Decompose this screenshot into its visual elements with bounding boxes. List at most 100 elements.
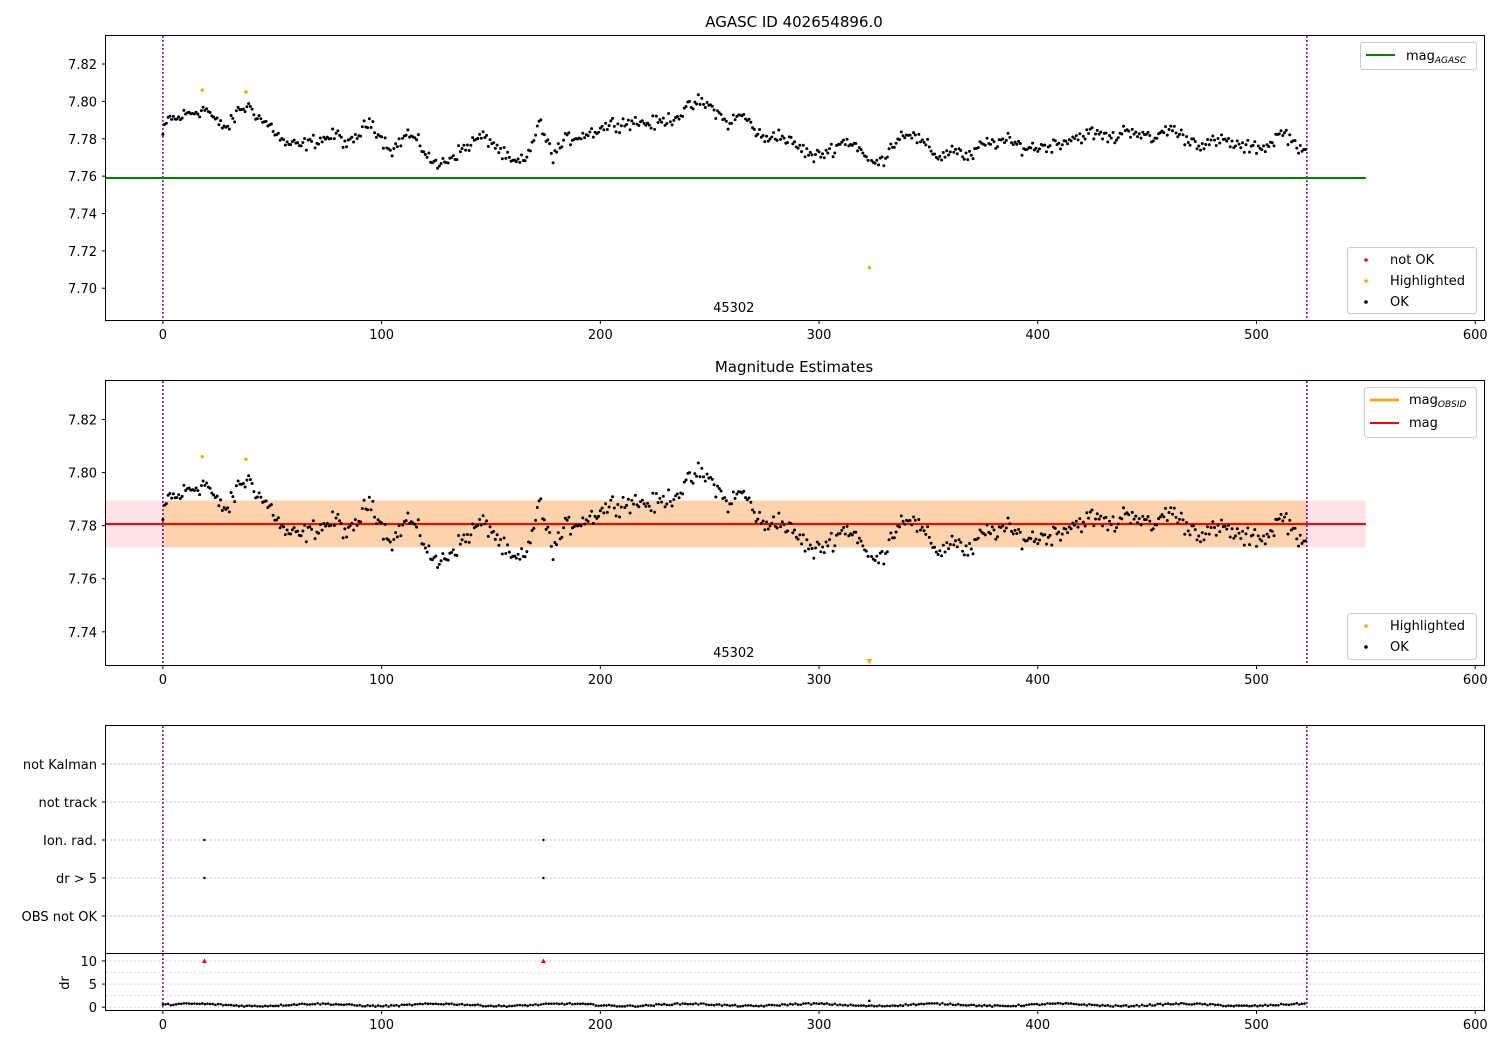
dr-point <box>1240 1004 1243 1007</box>
dr-point <box>757 1004 760 1008</box>
data-point-ok <box>866 158 870 162</box>
dr-point <box>980 1004 984 1008</box>
data-point-ok <box>1242 150 1246 154</box>
data-point-highlighted <box>244 90 248 94</box>
data-point-ok <box>1083 524 1087 528</box>
data-point-ok <box>733 496 737 500</box>
data-point-ok <box>1263 542 1267 546</box>
legend-label-obsid: magOBSID <box>1409 393 1467 410</box>
dr-point <box>1080 1003 1083 1006</box>
dr-point <box>718 1003 721 1006</box>
data-point-ok <box>910 136 914 140</box>
dr-point <box>1111 1005 1115 1008</box>
data-point-ok <box>423 153 427 157</box>
data-point-ok <box>171 114 175 118</box>
dr-point <box>502 1004 506 1008</box>
dr-point <box>857 1004 860 1007</box>
data-point-ok <box>289 143 293 147</box>
data-point-ok <box>427 151 431 155</box>
data-point-ok <box>507 550 511 554</box>
data-point-ok <box>917 517 921 521</box>
data-point-ok <box>355 523 359 527</box>
dr-point <box>951 1003 955 1007</box>
data-point-ok <box>339 521 343 525</box>
data-point-ok <box>791 531 795 535</box>
data-point-ok <box>180 116 184 120</box>
data-point-ok <box>219 119 223 123</box>
data-point-ok <box>1094 517 1098 521</box>
plot-area <box>106 726 1484 953</box>
dr-point <box>620 1005 624 1008</box>
data-point-ok <box>220 126 224 130</box>
data-point-ok <box>675 492 679 496</box>
data-point-ok <box>500 552 504 556</box>
data-point-ok <box>311 133 315 137</box>
data-point-ok <box>763 140 767 144</box>
dr-point <box>434 1002 438 1006</box>
data-point-ok <box>915 141 919 145</box>
dr-point <box>1048 1002 1052 1005</box>
x-tick-label: 100 <box>369 1018 394 1033</box>
axes-frame <box>105 35 1485 321</box>
data-point-ok <box>544 527 548 531</box>
data-point-ok <box>702 475 706 479</box>
data-point-ok <box>322 521 326 525</box>
data-point-ok <box>682 480 686 484</box>
data-point-ok <box>170 496 174 500</box>
data-point-ok <box>959 149 963 153</box>
data-point-ok <box>628 511 632 515</box>
dr-point <box>392 1004 396 1007</box>
dr-point <box>825 1002 829 1005</box>
dr-point <box>791 1003 795 1006</box>
dr-point <box>802 1002 805 1005</box>
data-point-ok <box>1199 148 1203 152</box>
x-tick-label: 300 <box>807 328 832 343</box>
dr-point <box>489 1004 493 1007</box>
data-point-ok <box>702 102 706 106</box>
data-point-ok <box>803 155 807 159</box>
data-point-ok <box>1214 143 1218 147</box>
dr-point <box>697 1003 700 1006</box>
dr-point <box>400 1003 404 1006</box>
data-point-ok <box>779 137 783 141</box>
dr-clipped-marker <box>540 958 546 963</box>
data-point-ok <box>885 155 889 159</box>
data-point-ok <box>1141 514 1145 518</box>
data-point-ok <box>933 152 937 156</box>
data-point-ok <box>374 522 378 526</box>
x-tick-label: 400 <box>1025 328 1050 343</box>
dr-point <box>1103 1004 1107 1008</box>
data-point-ok <box>978 528 982 532</box>
data-point-ok <box>1263 150 1267 154</box>
data-point-ok <box>873 161 877 165</box>
data-point-ok <box>467 149 471 153</box>
dr-point <box>256 1004 259 1008</box>
dr-point <box>1140 1003 1144 1007</box>
dr-point <box>807 1001 810 1005</box>
data-point-ok <box>1216 136 1220 140</box>
data-point-ok <box>310 139 314 143</box>
dr-point <box>649 1004 653 1007</box>
dr-point <box>492 1005 495 1008</box>
dr-point <box>815 1002 818 1005</box>
data-point-ok <box>989 142 993 146</box>
data-point-ok <box>446 161 450 165</box>
dr-point <box>258 1004 262 1008</box>
data-point-ok <box>1101 524 1105 528</box>
data-point-ok <box>1277 132 1281 136</box>
data-point-ok <box>899 130 903 134</box>
dr-point <box>242 1005 246 1008</box>
plot-area <box>106 36 1366 320</box>
data-point-ok <box>611 116 615 120</box>
data-point-ok <box>243 110 247 114</box>
data-point-ok <box>464 148 468 152</box>
data-point-ok <box>642 121 646 125</box>
data-point-ok <box>374 135 378 139</box>
legend-lines: magOBSID mag <box>1364 387 1477 438</box>
data-point-ok <box>934 550 938 554</box>
data-point-ok <box>1045 542 1049 546</box>
dr-point <box>581 1002 585 1005</box>
dr-point <box>161 1003 165 1006</box>
data-point-ok <box>864 549 868 553</box>
